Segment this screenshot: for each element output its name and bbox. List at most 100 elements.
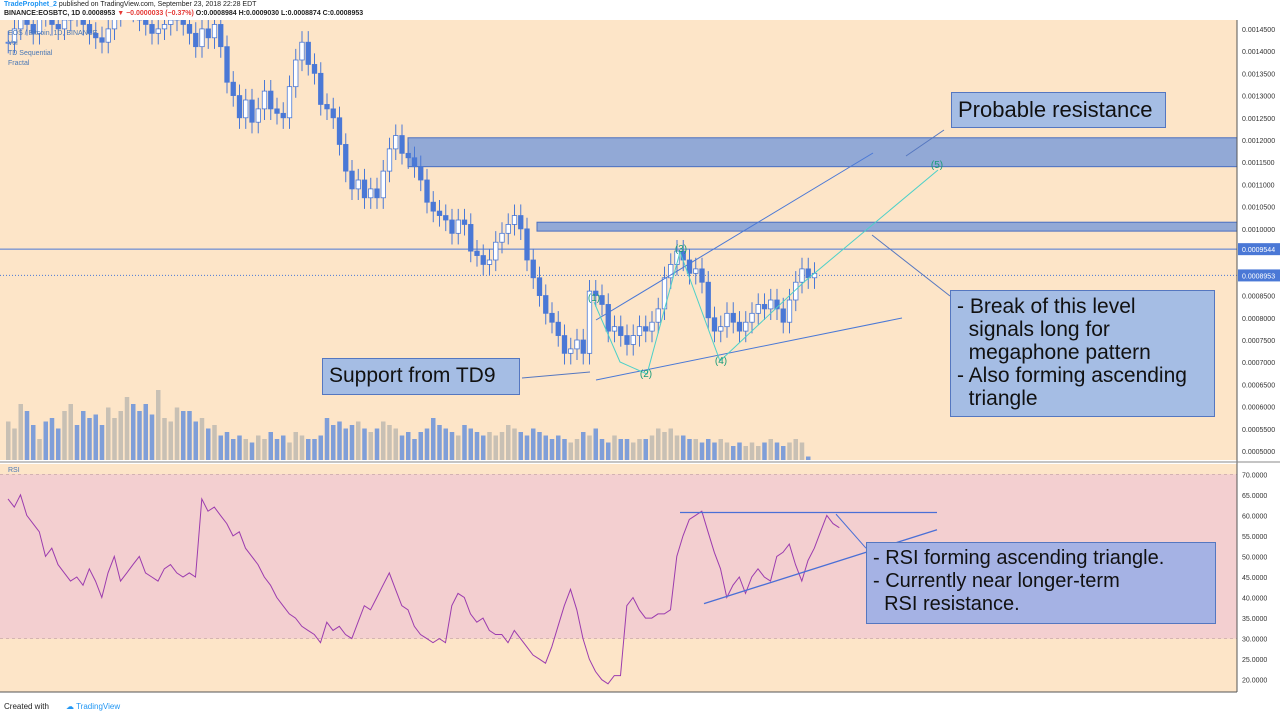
volume-bar: [637, 439, 642, 460]
volume-bar: [681, 435, 686, 460]
candle: [218, 24, 224, 48]
price-tick-label: 0.0012000: [1242, 138, 1275, 145]
volume-bar: [749, 442, 755, 460]
support-callout: Support from TD9: [322, 358, 520, 395]
volume-bar: [393, 428, 398, 460]
volume-bar: [224, 432, 230, 460]
rsi-tick-label: 40.0000: [1242, 596, 1267, 603]
volume-bar: [756, 446, 761, 460]
volume-bar: [581, 432, 586, 460]
volume-bar: [43, 421, 48, 460]
rsi-tick-label: 70.0000: [1242, 472, 1267, 479]
price-axis: 0.0014500 0.0014000 0.0013500 0.0013000 0.00…: [0, 20, 1280, 697]
candle: [86, 24, 93, 34]
candle: [486, 259, 493, 265]
break-level-callout: - Break of this level signals long for m…: [950, 290, 1215, 417]
volume-bar: [199, 418, 205, 460]
volume-bar: [649, 435, 655, 460]
volume-bar: [99, 425, 105, 460]
candle: [180, 20, 186, 25]
candle: [324, 104, 330, 110]
volume-bar: [206, 428, 211, 460]
volume-bar: [612, 435, 617, 460]
volume-bar: [537, 432, 542, 460]
candle: [18, 20, 24, 30]
candle: [355, 179, 361, 190]
volume-bar: [793, 439, 798, 460]
volume-bar: [731, 446, 736, 460]
candle: [193, 32, 199, 48]
candle: [611, 326, 618, 332]
price-tick-label: 0.0014500: [1242, 27, 1275, 34]
volume-bar: [212, 425, 217, 460]
callout-pointer: [905, 129, 945, 157]
volume-bar: [412, 439, 417, 460]
tradingview-logo[interactable]: ☁ TradingView: [66, 702, 121, 711]
candle: [543, 295, 549, 314]
volume-bar: [774, 442, 780, 460]
candle: [618, 326, 624, 336]
legend-vol: Vol: [8, 40, 18, 47]
volume-bar: [662, 432, 667, 460]
volume-bar: [781, 446, 786, 460]
volume-bar: [287, 442, 292, 460]
volume-bar: [431, 418, 436, 460]
volume-bar: [699, 442, 705, 460]
volume-bar: [399, 435, 405, 460]
volume-bar: [118, 411, 123, 460]
candle: [230, 81, 236, 96]
created-with-text: Created with: [4, 702, 49, 711]
candle: [361, 179, 368, 199]
volume-bar: [462, 425, 467, 460]
price-tick-label: 0.0007000: [1242, 360, 1275, 367]
candle: [780, 308, 786, 323]
volume-bar: [268, 432, 273, 460]
volume-bar: [618, 439, 623, 460]
candle: [493, 241, 499, 261]
candle: [386, 148, 393, 172]
volume-bar: [568, 442, 573, 460]
volume-bar: [443, 428, 448, 460]
volume-bar: [437, 425, 442, 460]
candle: [168, 20, 174, 25]
symbol-text: BINANCE:EOSBTC, 1D 0.0008953: [4, 10, 116, 17]
author-link[interactable]: TradeProphet_2: [4, 1, 57, 8]
candle: [555, 321, 561, 336]
volume-bar: [668, 428, 673, 460]
wave-label: (4): [715, 356, 727, 367]
candle: [149, 24, 155, 34]
volume-bar: [487, 432, 492, 460]
candle: [393, 135, 399, 150]
volume-bar: [218, 435, 223, 460]
symbol-line: BINANCE:EOSBTC, 1D 0.0008953 ▼ −0.000003…: [4, 10, 363, 17]
candle: [655, 308, 661, 323]
candle: [374, 188, 380, 199]
volume-bar: [531, 428, 536, 460]
candle: [436, 210, 443, 216]
axis-bg: [1237, 20, 1280, 697]
volume-bar: [606, 442, 611, 460]
volume-bar: [318, 435, 323, 460]
volume-bar: [18, 404, 23, 460]
volume-bar: [556, 435, 561, 460]
volume-bar: [524, 435, 530, 460]
volume-bar: [168, 421, 173, 460]
volume-bar: [599, 439, 605, 460]
candle: [286, 86, 293, 119]
volume-bar: [24, 411, 30, 460]
candle: [5, 41, 11, 44]
volume-bar: [237, 435, 242, 460]
volume-bar: [743, 446, 748, 460]
candle: [793, 281, 799, 301]
candle: [755, 304, 761, 314]
candle: [430, 201, 436, 212]
volume-bar: [424, 428, 430, 460]
volume-bar: [387, 425, 392, 460]
rsi-line-2: - Currently near longer-term: [873, 570, 1120, 592]
break-line-5: triangle: [957, 387, 1038, 410]
price-tick-label: 0.0005000: [1242, 449, 1275, 456]
candle: [561, 335, 568, 354]
rsi-tick-label: 50.0000: [1242, 554, 1267, 561]
volume-bar: [374, 428, 380, 460]
candle: [593, 290, 599, 296]
